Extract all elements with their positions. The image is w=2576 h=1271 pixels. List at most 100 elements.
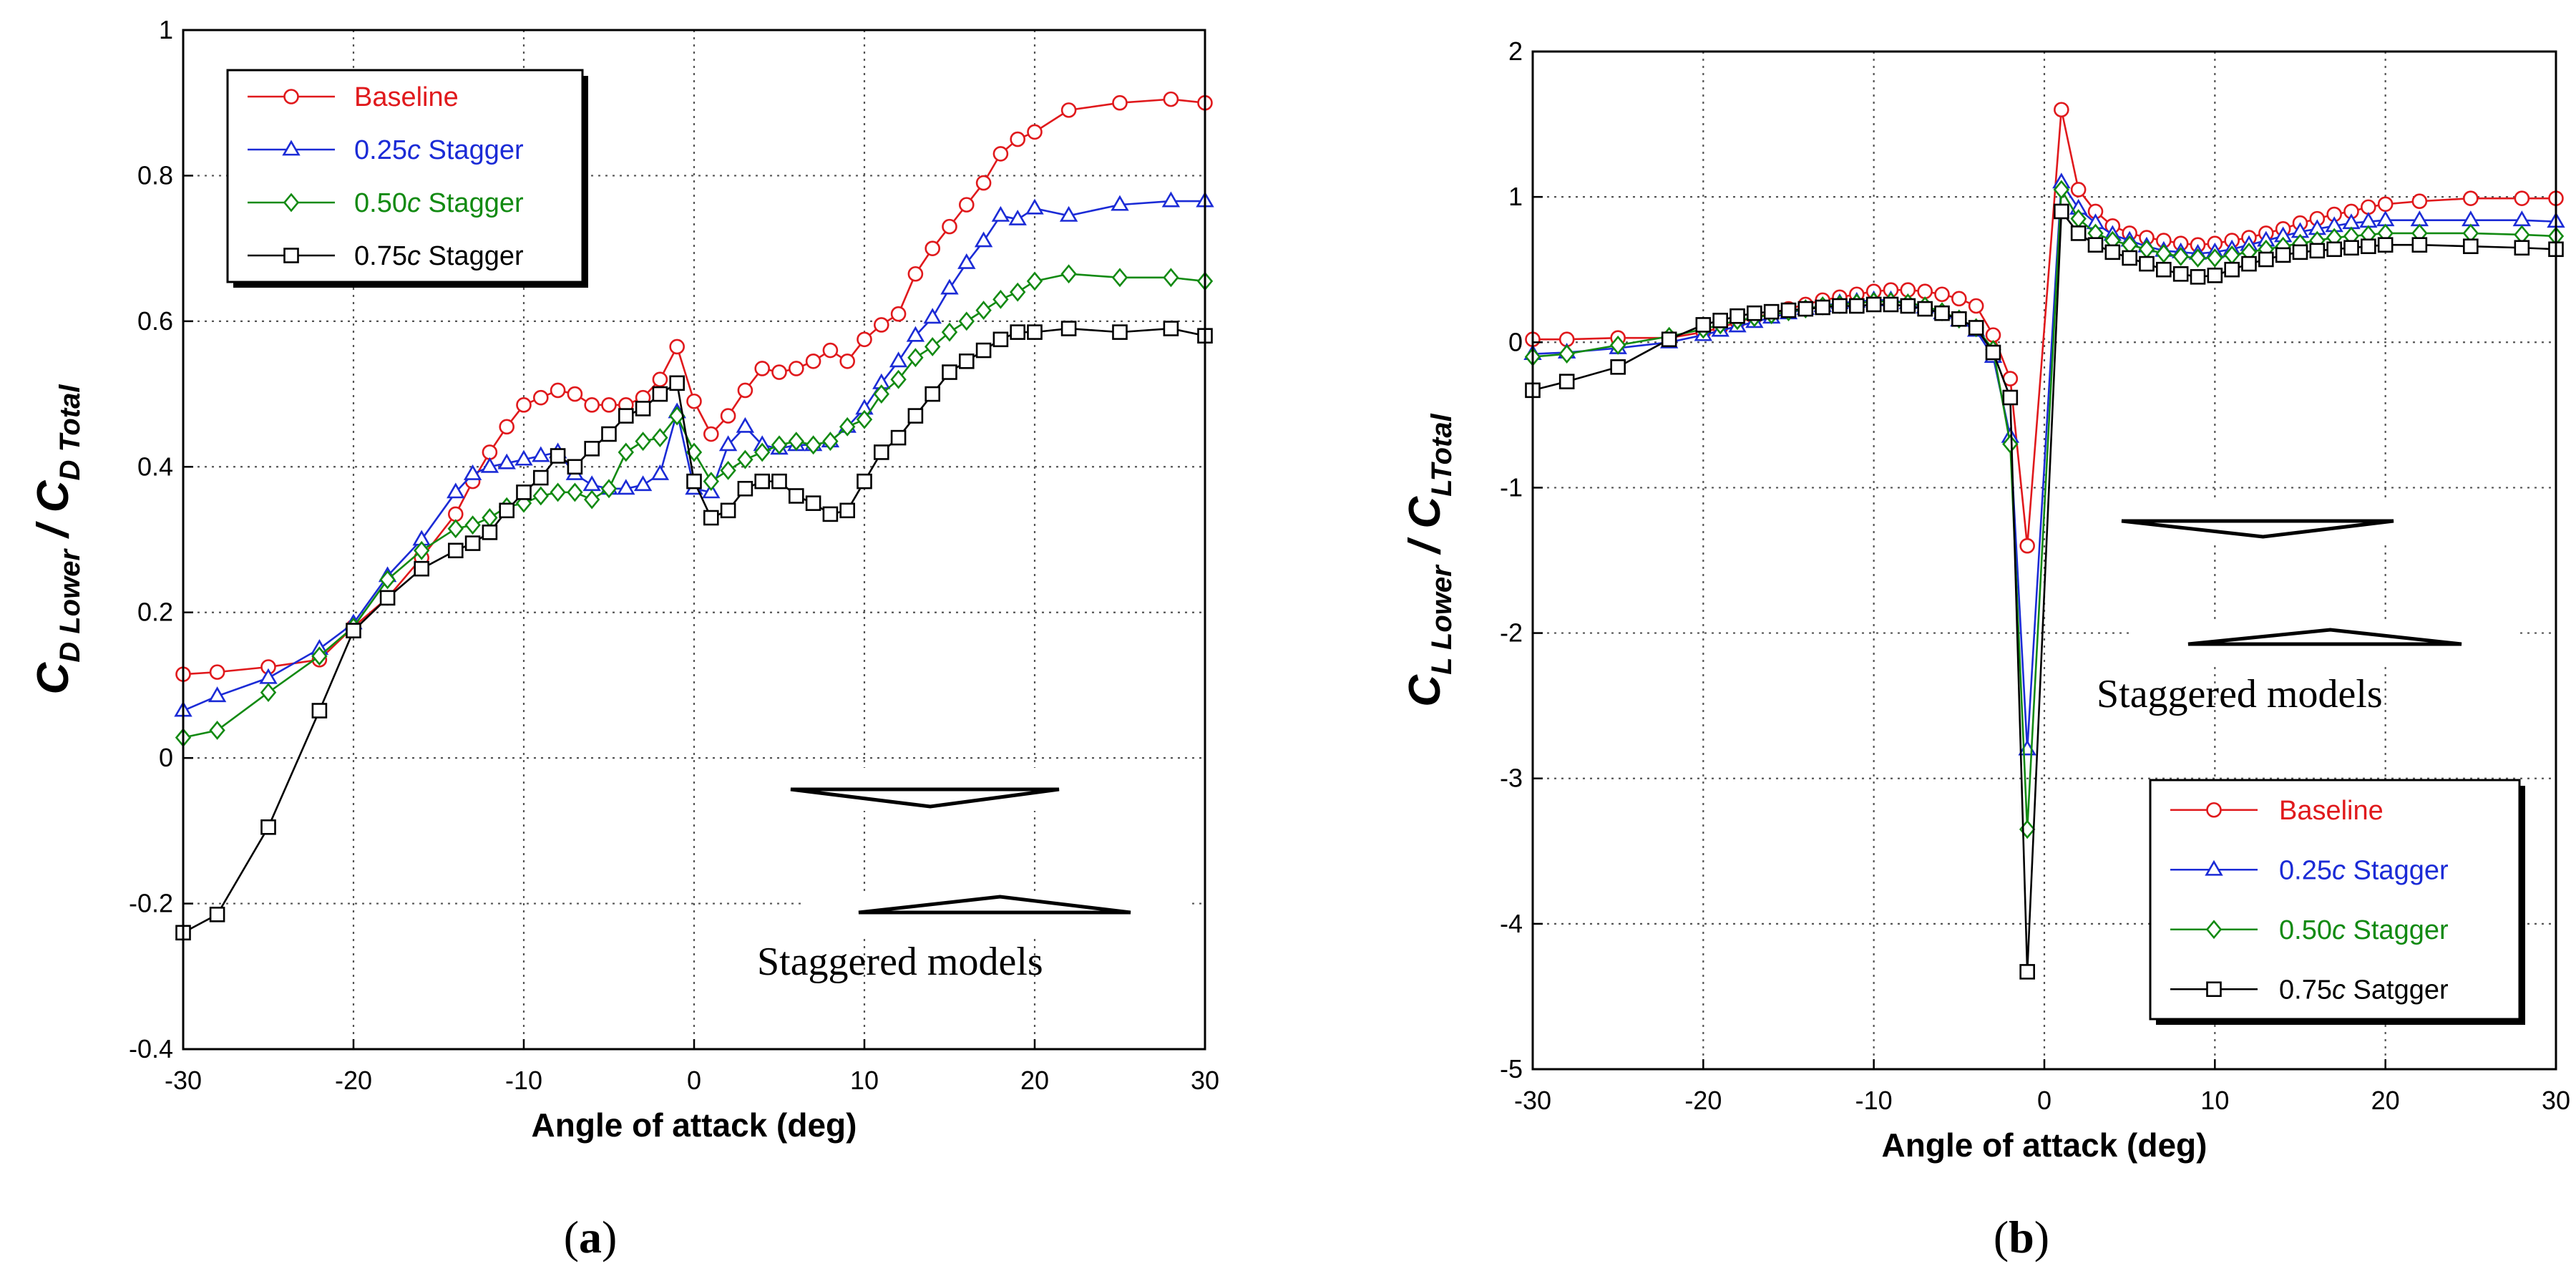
data-point — [652, 386, 668, 402]
data-point — [2411, 193, 2428, 210]
x-tick-label: -20 — [1684, 1086, 1722, 1115]
data-point — [1968, 298, 1984, 314]
data-point — [567, 459, 583, 475]
y-label-main: C — [29, 662, 78, 695]
legend-label: Baseline — [354, 82, 459, 112]
y-tick-label: -3 — [1500, 764, 1523, 793]
data-point — [482, 444, 498, 460]
panel-label: (a) — [564, 1212, 618, 1262]
data-point — [754, 473, 770, 490]
legend-label-part: Stagger — [2346, 915, 2449, 945]
data-point — [652, 371, 668, 388]
data-point — [907, 348, 924, 368]
panel-paren: ( — [1994, 1212, 2009, 1262]
data-point — [532, 389, 549, 406]
staggered-models-sketch — [733, 768, 1188, 934]
data-point — [992, 331, 1009, 348]
data-point — [2326, 241, 2342, 258]
data-point — [1934, 286, 1950, 303]
y-label-subscript: LTotal — [1426, 413, 1458, 496]
data-point — [1558, 344, 1575, 364]
data-point — [975, 175, 992, 191]
data-point — [1558, 374, 1575, 389]
data-point — [2361, 199, 2376, 215]
legend-label-part: Stagger — [2346, 855, 2449, 885]
data-point — [1917, 283, 1933, 299]
y-tick-label: -1 — [1500, 472, 1523, 502]
series-3 — [175, 321, 1213, 941]
data-point — [736, 417, 755, 433]
legend-label: 0.50c Stagger — [354, 188, 524, 218]
y-tick-label: -4 — [1500, 909, 1523, 938]
data-point — [958, 311, 975, 331]
data-point — [1609, 335, 1626, 355]
data-point — [737, 382, 753, 399]
legend-label-part: 0.25 — [2279, 855, 2332, 885]
x-tick-label: 10 — [2200, 1086, 2229, 1115]
data-point — [2463, 238, 2479, 255]
y-tick-label: -5 — [1500, 1054, 1523, 1083]
data-point — [1010, 282, 1026, 302]
data-point — [514, 449, 533, 466]
data-point — [1951, 291, 1967, 307]
data-point — [447, 542, 464, 559]
data-point — [2292, 244, 2308, 260]
data-point — [942, 218, 957, 235]
data-point — [959, 197, 975, 213]
y-tick-label: 0.8 — [137, 160, 173, 190]
legend-label: 0.25c Stagger — [2279, 855, 2449, 885]
series-line — [182, 200, 1205, 712]
data-point — [617, 479, 635, 495]
data-point — [463, 464, 482, 480]
y-axis-label: CD Lower / CD Total — [29, 384, 86, 695]
data-point — [1951, 311, 1967, 327]
data-point — [532, 486, 549, 506]
panel-letter: b — [2009, 1212, 2034, 1262]
y-tick-label: 1 — [1508, 182, 1523, 211]
x-tick-label: 30 — [1191, 1066, 1219, 1095]
data-point — [923, 308, 942, 324]
airfoil-shape — [2187, 628, 2462, 646]
data-point — [2070, 225, 2087, 241]
legend-label-part: 0.75 — [2279, 975, 2332, 1005]
data-point — [1729, 308, 1745, 324]
x-axis-label: Angle of attack (deg) — [1882, 1126, 2207, 1164]
data-point — [992, 146, 1009, 162]
legend-label-part: c — [2332, 915, 2346, 945]
data-point — [959, 353, 975, 369]
data-point — [2463, 190, 2479, 206]
data-point — [754, 361, 770, 376]
data-point — [584, 397, 600, 413]
data-point — [618, 442, 634, 462]
data-point — [874, 444, 889, 460]
data-point — [1661, 331, 1677, 348]
data-point — [974, 231, 993, 248]
data-point — [2241, 255, 2257, 272]
y-label-subscript: L Lower — [1426, 564, 1458, 675]
data-point — [2190, 269, 2206, 285]
data-point — [209, 664, 225, 680]
data-point — [464, 515, 481, 535]
legend-label-part: c — [2332, 975, 2346, 1005]
data-point — [1763, 303, 1780, 320]
data-point — [209, 907, 225, 922]
legend-label-part: c — [407, 135, 421, 165]
legend-label: Baseline — [2279, 796, 2384, 826]
data-point — [2172, 247, 2189, 266]
y-axis-label: CL Lower / CLTotal — [1400, 413, 1458, 706]
data-point — [805, 435, 821, 455]
data-point — [1900, 298, 1916, 314]
data-point — [924, 337, 941, 356]
data-point — [1112, 324, 1128, 340]
y-tick-label: 1 — [159, 15, 173, 44]
data-point — [703, 510, 719, 526]
data-point — [789, 361, 804, 376]
data-point — [924, 240, 940, 256]
data-point — [941, 322, 958, 342]
legend-swatch-marker — [2205, 859, 2223, 876]
data-point — [957, 253, 976, 269]
data-point — [2207, 248, 2223, 268]
